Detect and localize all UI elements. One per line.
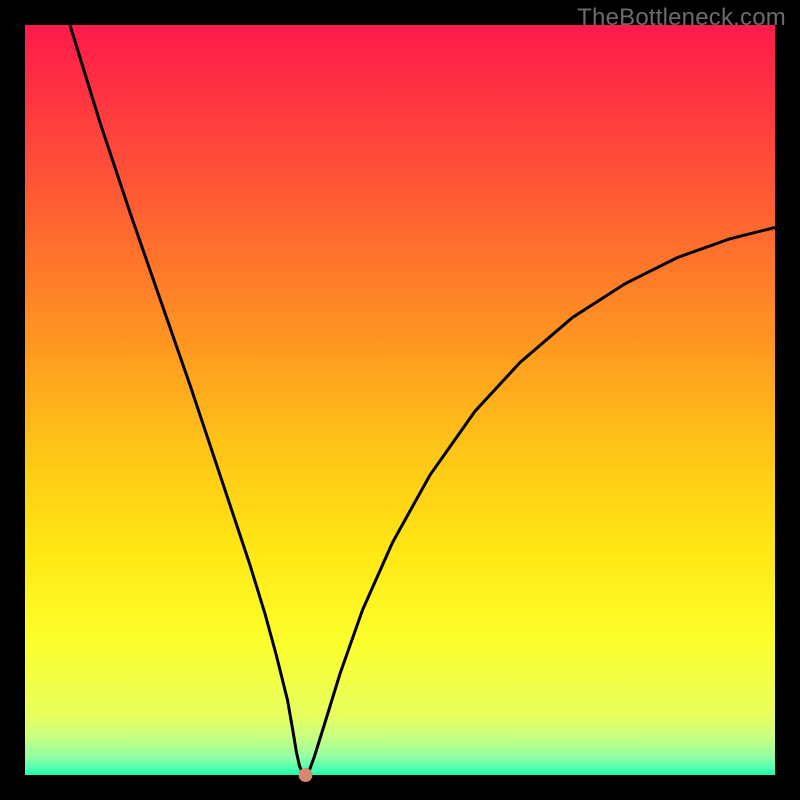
- plot-area: [25, 25, 775, 775]
- watermark-text: TheBottleneck.com: [577, 4, 786, 32]
- curve-path: [70, 25, 775, 775]
- minimum-marker: [299, 768, 313, 782]
- chart-root: TheBottleneck.com: [0, 0, 800, 800]
- bottleneck-curve: [25, 25, 775, 775]
